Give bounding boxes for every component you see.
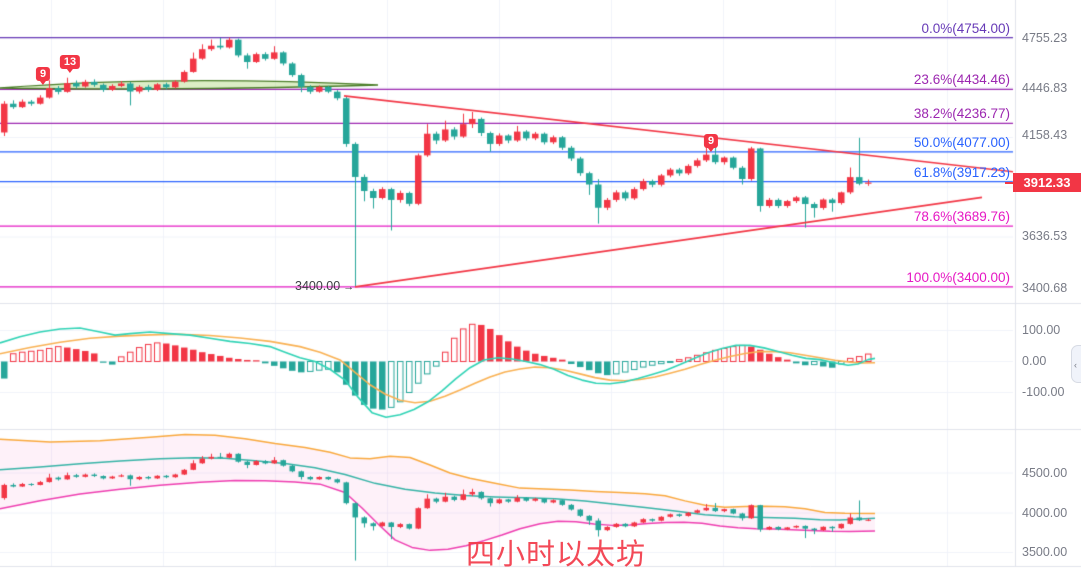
axis-tick-label: -100.00	[1022, 385, 1065, 399]
axis-tick-label: 4446.83	[1022, 81, 1068, 95]
axis-tick-label: 4755.23	[1022, 31, 1068, 45]
arrow-right-icon: →	[343, 281, 355, 293]
td-count-badge-9: 9	[35, 67, 51, 85]
last-price-tick	[1005, 182, 1013, 184]
price-annotation-3400[interactable]: 3400.00 →	[295, 279, 354, 293]
axis-tick-label: 3500.00	[1022, 545, 1068, 559]
axis-tick-label: 0.00	[1022, 354, 1047, 368]
td-count-badge-9: 9	[703, 134, 719, 152]
fib-level-label-61.8[interactable]: 61.8%(3917.23)	[913, 164, 1010, 180]
fib-level-label-78.6[interactable]: 78.6%(3689.76)	[913, 209, 1010, 225]
fib-level-label-23.6[interactable]: 23.6%(4434.46)	[913, 72, 1010, 88]
axis-tick-label: 4500.00	[1022, 466, 1068, 480]
axis-tick-label: 100.00	[1022, 323, 1061, 337]
chart-title-watermark: 四小时以太坊	[466, 539, 647, 571]
fib-level-label-50[interactable]: 50.0%(4077.00)	[913, 134, 1010, 150]
axis-tick-label: 4158.43	[1022, 128, 1068, 142]
axis-tick-label: 4000.00	[1022, 506, 1068, 520]
fib-level-label-38.2[interactable]: 38.2%(4236.77)	[913, 106, 1010, 122]
fib-level-label-0[interactable]: 0.0%(4754.00)	[921, 20, 1010, 36]
fib-level-label-100[interactable]: 100.0%(3400.00)	[906, 269, 1010, 285]
td-count-badge-13: 13	[59, 55, 81, 73]
last-price-badge: 3912.33	[1013, 173, 1081, 192]
price-annotation-text: 3400.00	[295, 279, 341, 293]
axis-tick-label: 3636.53	[1022, 229, 1068, 243]
collapse-panel-button[interactable]: ‹	[1071, 345, 1081, 383]
axis-tick-label: 3400.68	[1022, 281, 1068, 295]
